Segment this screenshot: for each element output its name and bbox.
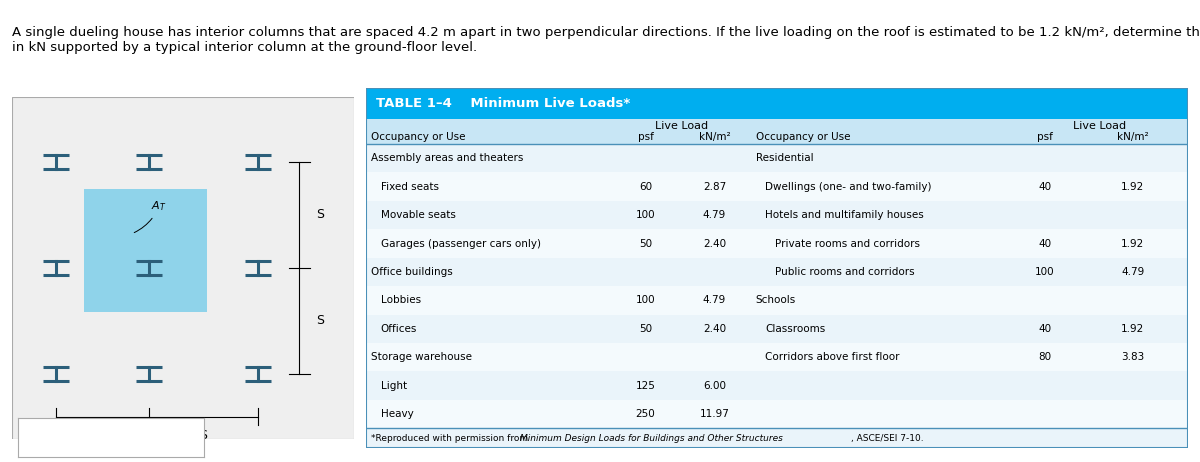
- Text: psf: psf: [637, 133, 654, 142]
- Text: Office buildings: Office buildings: [371, 267, 452, 277]
- Bar: [366, 400, 1188, 428]
- Text: kN/m²: kN/m²: [1117, 133, 1148, 142]
- Text: Garages (passenger cars only): Garages (passenger cars only): [380, 238, 541, 249]
- Text: Public rooms and corridors: Public rooms and corridors: [775, 267, 914, 277]
- Text: Occupancy or Use: Occupancy or Use: [371, 133, 466, 142]
- Text: S: S: [317, 315, 324, 328]
- Text: psf: psf: [1037, 133, 1052, 142]
- Text: Offices: Offices: [380, 324, 418, 334]
- Bar: [84, 189, 206, 312]
- Bar: [366, 144, 1188, 172]
- Bar: [366, 172, 1188, 201]
- Text: Hotels and multifamily houses: Hotels and multifamily houses: [766, 210, 924, 220]
- Bar: [366, 258, 1188, 286]
- Text: 125: 125: [636, 381, 655, 391]
- Text: 4.79: 4.79: [703, 210, 726, 220]
- Text: kN/m²: kN/m²: [698, 133, 731, 142]
- Text: Dwellings (one- and two-family): Dwellings (one- and two-family): [766, 182, 932, 192]
- Text: Corridors above first floor: Corridors above first floor: [766, 352, 900, 362]
- Bar: [366, 371, 1188, 400]
- Text: Schools: Schools: [756, 295, 796, 305]
- Text: Live Load: Live Load: [655, 122, 708, 131]
- Text: 2.40: 2.40: [703, 238, 726, 249]
- Text: A single dueling house has interior columns that are spaced 4.2 m apart in two p: A single dueling house has interior colu…: [12, 26, 1200, 55]
- Text: Fixed seats: Fixed seats: [380, 182, 439, 192]
- Text: Classrooms: Classrooms: [766, 324, 826, 334]
- Text: Heavy: Heavy: [380, 409, 414, 419]
- Text: 100: 100: [636, 295, 655, 305]
- Text: 100: 100: [1036, 267, 1055, 277]
- Text: 40: 40: [1038, 238, 1051, 249]
- Text: 50: 50: [638, 238, 652, 249]
- Text: Lobbies: Lobbies: [380, 295, 421, 305]
- Text: Residential: Residential: [756, 153, 814, 163]
- Text: 50: 50: [638, 324, 652, 334]
- Text: S: S: [98, 429, 107, 442]
- Text: Minimum Design Loads for Buildings and Other Structures: Minimum Design Loads for Buildings and O…: [520, 434, 782, 443]
- Text: 1.92: 1.92: [1121, 324, 1145, 334]
- Text: Occupancy or Use: Occupancy or Use: [756, 133, 850, 142]
- Text: Live Load: Live Load: [1074, 122, 1127, 131]
- Bar: [366, 88, 1188, 120]
- Text: 40: 40: [1038, 182, 1051, 192]
- Text: 1.92: 1.92: [1121, 182, 1145, 192]
- Text: Assembly areas and theaters: Assembly areas and theaters: [371, 153, 523, 163]
- Bar: [366, 343, 1188, 371]
- Text: TABLE 1–4    Minimum Live Loads*: TABLE 1–4 Minimum Live Loads*: [376, 97, 630, 110]
- Bar: [366, 428, 1188, 448]
- Text: 4.79: 4.79: [1121, 267, 1145, 277]
- Text: 100: 100: [636, 210, 655, 220]
- Bar: [366, 315, 1188, 343]
- Bar: [366, 201, 1188, 229]
- Text: , ASCE/SEI 7-10.: , ASCE/SEI 7-10.: [851, 434, 924, 443]
- Text: 60: 60: [638, 182, 652, 192]
- Text: 11.97: 11.97: [700, 409, 730, 419]
- Text: 40: 40: [1038, 324, 1051, 334]
- Text: *Reproduced with permission from: *Reproduced with permission from: [371, 434, 530, 443]
- Text: S: S: [317, 208, 324, 221]
- Text: Light: Light: [380, 381, 407, 391]
- Text: S: S: [199, 429, 208, 442]
- Text: Storage warehouse: Storage warehouse: [371, 352, 472, 362]
- Text: 80: 80: [1038, 352, 1051, 362]
- Text: Movable seats: Movable seats: [380, 210, 456, 220]
- Text: $A_T$: $A_T$: [134, 200, 167, 232]
- Bar: [366, 229, 1188, 258]
- Text: 4.79: 4.79: [703, 295, 726, 305]
- Text: 1.92: 1.92: [1121, 238, 1145, 249]
- Text: 2.40: 2.40: [703, 324, 726, 334]
- Text: Private rooms and corridors: Private rooms and corridors: [775, 238, 920, 249]
- Bar: [366, 286, 1188, 315]
- Text: 250: 250: [636, 409, 655, 419]
- Text: 2.87: 2.87: [703, 182, 726, 192]
- Text: 3.83: 3.83: [1121, 352, 1145, 362]
- Text: 6.00: 6.00: [703, 381, 726, 391]
- Bar: [366, 120, 1188, 144]
